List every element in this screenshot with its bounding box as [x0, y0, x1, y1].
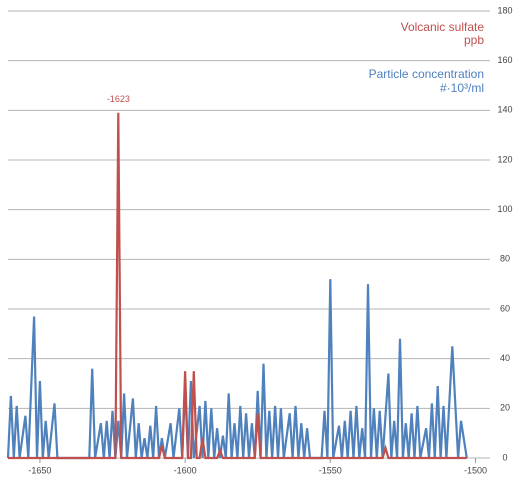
y-tick-label: 0 — [502, 452, 507, 462]
legend-unit: ppb — [464, 33, 484, 47]
series-line — [8, 112, 467, 460]
x-tick-label: -1550 — [319, 465, 342, 475]
y-tick-label: 20 — [500, 403, 510, 413]
y-tick-label: 100 — [497, 204, 512, 214]
legend-unit: #·10³/ml — [440, 81, 484, 95]
x-tick-label: -1650 — [28, 465, 51, 475]
legend-name: Particle concentration — [369, 67, 484, 81]
y-tick-label: 120 — [497, 154, 512, 164]
series-line — [6, 279, 468, 460]
x-tick-label: -1600 — [174, 465, 197, 475]
y-tick-label: 40 — [500, 353, 510, 363]
annotation: -1623 — [107, 94, 130, 104]
legend-name: Volcanic sulfate — [401, 20, 485, 34]
y-tick-label: 160 — [497, 55, 512, 65]
y-tick-label: 80 — [500, 254, 510, 264]
y-tick-label: 180 — [497, 5, 512, 15]
x-tick-label: -1500 — [464, 465, 487, 475]
y-tick-label: 140 — [497, 105, 512, 115]
y-tick-label: 60 — [500, 303, 510, 313]
